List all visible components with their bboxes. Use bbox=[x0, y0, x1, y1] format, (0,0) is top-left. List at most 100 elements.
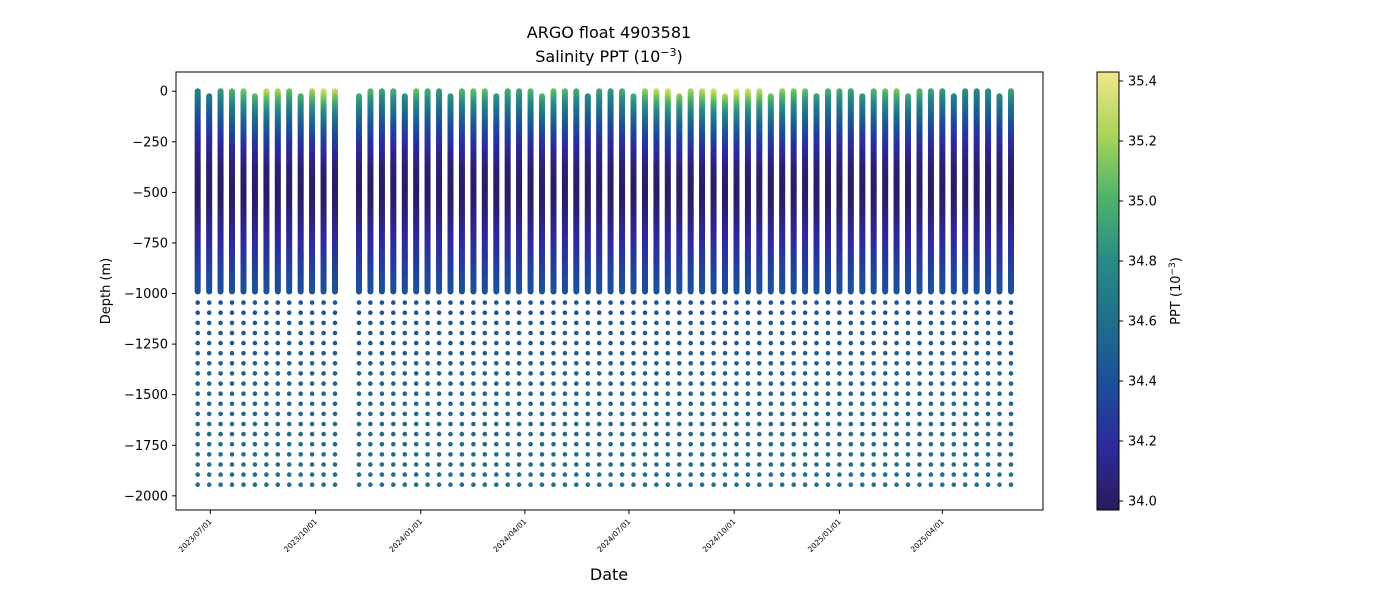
data-point bbox=[252, 391, 258, 397]
data-point bbox=[264, 371, 269, 376]
data-point bbox=[448, 441, 453, 447]
data-point bbox=[391, 381, 396, 386]
data-point bbox=[425, 421, 430, 427]
data-point bbox=[275, 401, 281, 407]
data-point bbox=[458, 288, 465, 295]
data-point bbox=[368, 431, 373, 437]
data-point bbox=[413, 288, 420, 295]
data-point bbox=[413, 411, 419, 417]
data-point bbox=[459, 340, 465, 346]
data-point bbox=[379, 411, 385, 417]
data-point bbox=[275, 340, 281, 346]
data-point bbox=[275, 300, 281, 305]
data-point bbox=[298, 452, 304, 457]
data-point bbox=[206, 320, 212, 326]
data-point bbox=[195, 411, 200, 417]
data-point bbox=[402, 320, 408, 326]
data-point bbox=[321, 371, 326, 376]
data-point bbox=[286, 431, 292, 437]
data-point bbox=[413, 431, 419, 437]
data-point bbox=[298, 381, 304, 386]
data-point bbox=[229, 340, 235, 346]
data-point bbox=[229, 431, 235, 437]
data-point bbox=[379, 320, 385, 326]
data-point bbox=[368, 482, 373, 488]
data-point bbox=[332, 300, 338, 305]
data-point bbox=[379, 391, 385, 397]
data-point bbox=[252, 482, 258, 488]
data-point bbox=[436, 482, 442, 488]
data-point bbox=[413, 381, 419, 386]
data-point bbox=[298, 310, 304, 316]
data-point bbox=[298, 330, 304, 336]
data-point bbox=[264, 421, 269, 427]
data-point bbox=[390, 288, 397, 295]
data-point bbox=[218, 391, 223, 397]
data-point bbox=[436, 330, 442, 336]
data-point bbox=[309, 330, 315, 336]
data-point bbox=[309, 401, 315, 407]
data-point bbox=[229, 482, 235, 488]
data-point bbox=[391, 340, 396, 346]
data-point bbox=[436, 320, 442, 326]
data-point bbox=[459, 452, 465, 457]
data-point bbox=[218, 371, 223, 376]
data-point bbox=[391, 330, 396, 336]
data-point bbox=[286, 411, 292, 417]
data-point bbox=[218, 411, 223, 417]
data-point bbox=[206, 361, 212, 366]
data-point bbox=[356, 482, 362, 488]
data-point bbox=[368, 320, 373, 326]
data-point bbox=[448, 371, 453, 376]
data-point bbox=[391, 482, 396, 488]
data-point bbox=[436, 288, 443, 295]
data-point bbox=[332, 350, 338, 356]
data-point bbox=[356, 330, 362, 336]
data-point bbox=[309, 371, 315, 376]
data-point bbox=[448, 361, 453, 366]
data-point bbox=[436, 300, 442, 305]
data-point bbox=[436, 452, 442, 457]
data-point bbox=[459, 371, 465, 376]
data-point bbox=[195, 421, 200, 427]
data-point bbox=[195, 310, 200, 316]
data-point bbox=[264, 310, 269, 316]
data-point bbox=[298, 391, 304, 397]
data-point bbox=[298, 431, 304, 437]
data-point bbox=[206, 340, 212, 346]
data-point bbox=[229, 411, 235, 417]
data-point bbox=[356, 411, 362, 417]
data-point bbox=[459, 391, 465, 397]
data-point bbox=[252, 310, 258, 316]
data-point bbox=[368, 340, 373, 346]
data-point bbox=[206, 472, 212, 477]
data-point bbox=[229, 361, 235, 366]
data-point bbox=[264, 300, 269, 305]
data-point bbox=[298, 421, 304, 427]
data-point bbox=[391, 371, 396, 376]
data-point bbox=[356, 350, 362, 356]
data-point bbox=[332, 371, 338, 376]
data-point bbox=[252, 371, 258, 376]
data-point bbox=[379, 340, 385, 346]
data-point bbox=[368, 441, 373, 447]
data-point bbox=[332, 391, 338, 397]
data-point bbox=[241, 381, 246, 386]
data-point bbox=[194, 288, 201, 295]
data-point bbox=[264, 431, 269, 437]
data-point bbox=[332, 411, 338, 417]
data-point bbox=[332, 452, 338, 457]
data-point bbox=[448, 330, 453, 336]
data-point bbox=[275, 350, 281, 356]
data-point bbox=[298, 411, 304, 417]
data-point bbox=[332, 462, 338, 467]
data-point bbox=[368, 310, 373, 316]
data-point bbox=[218, 320, 223, 326]
data-point bbox=[321, 431, 326, 437]
data-point bbox=[309, 310, 315, 316]
data-point bbox=[275, 421, 281, 427]
data-point bbox=[425, 340, 430, 346]
data-point bbox=[368, 350, 373, 356]
data-point bbox=[321, 330, 326, 336]
